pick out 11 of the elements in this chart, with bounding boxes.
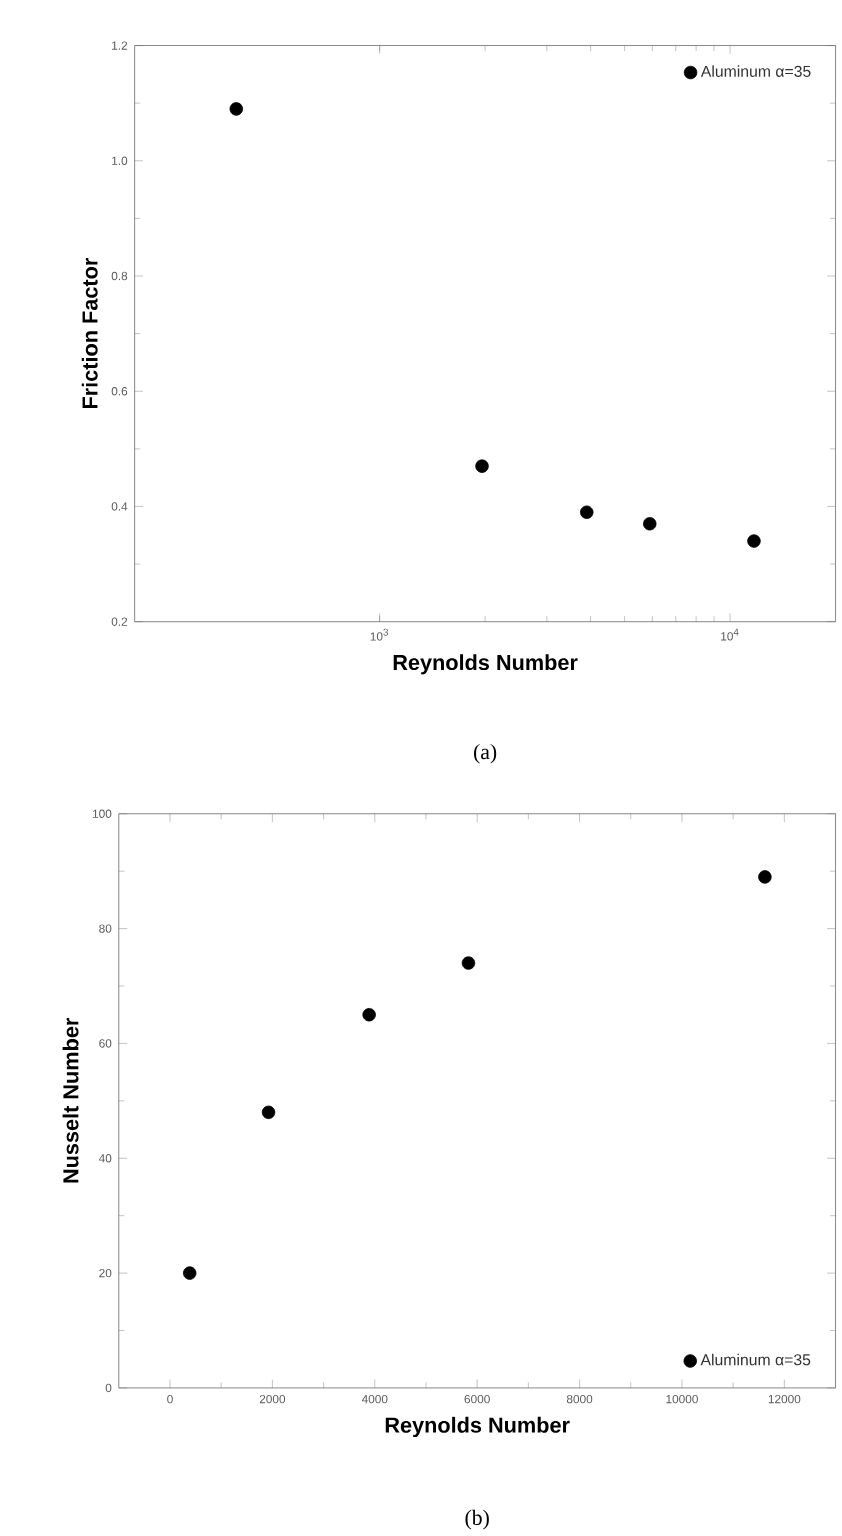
x-axis-title: Reynolds Number xyxy=(393,654,578,675)
point xyxy=(462,956,476,970)
text: (a) xyxy=(474,743,497,764)
point xyxy=(262,1105,276,1120)
y-axis-title: Friction Factor xyxy=(82,258,98,409)
text: (b) xyxy=(465,1509,490,1530)
point xyxy=(758,870,772,884)
point xyxy=(362,1008,377,1022)
x-axis-title: Reynolds Number xyxy=(386,1416,570,1438)
point xyxy=(183,1266,197,1280)
y-axis-title: Nusselt Number xyxy=(62,1018,79,1183)
